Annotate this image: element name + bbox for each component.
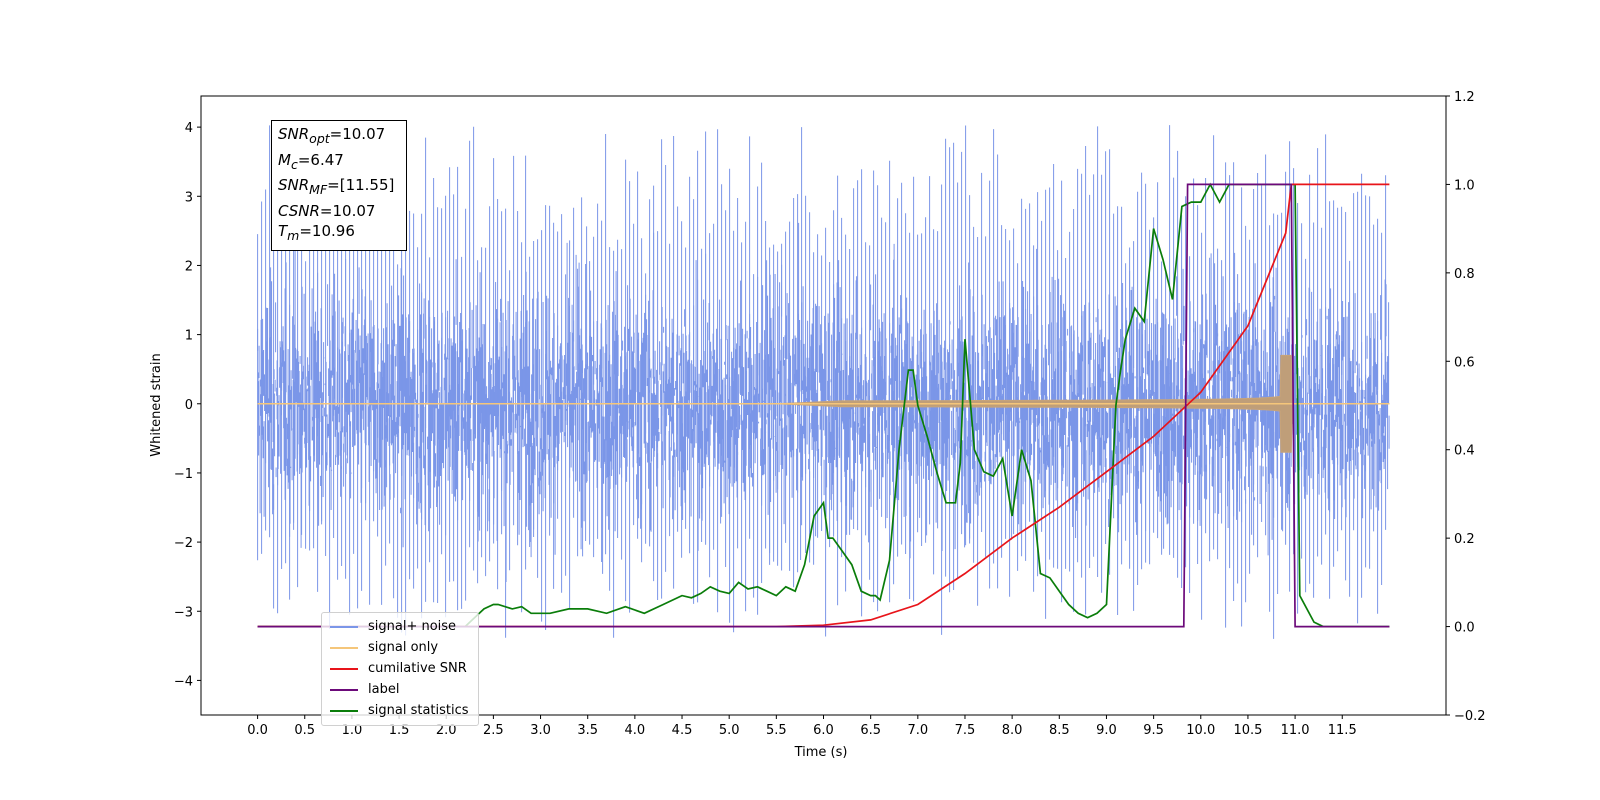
x-tick-label: 4.0 [625,723,646,738]
legend: signal+ noise signal only cumilative SNR… [321,612,479,726]
annotation-line: CSNR=10.07 [278,201,376,220]
x-tick-label: 9.0 [1096,723,1117,738]
cumulative-snr-line [257,183,1390,628]
x-tick-label: 5.5 [766,723,787,738]
legend-item: signal only [326,637,474,658]
annotation-line: SNRMF=[11.55] [278,176,395,197]
y-axis-label: Whitened strain [149,353,164,456]
legend-swatch [330,688,358,691]
signal-statistics-line [257,182,1390,628]
y2-tick-label: 1.0 [1454,178,1475,193]
x-tick-label: 1.0 [342,723,363,738]
x-tick-label: 2.0 [436,723,457,738]
y2-tick-label: 0.2 [1454,532,1475,547]
x-tick-label: 7.5 [955,723,976,738]
label-line [257,183,1390,628]
y2-tick-label: 0.4 [1454,444,1475,459]
annotation-line: Mc=6.47 [278,150,344,172]
x-tick-label: 5.0 [719,723,740,738]
legend-swatch [330,625,358,628]
annotation-line: Tm=10.96 [278,222,355,243]
annotation-box: SNRopt=10.07 Mc=6.47 SNRMF=[11.55] CSNR=… [271,120,407,251]
y-tick-label: −2 [174,536,193,551]
x-tick-label: 10.0 [1186,723,1215,738]
y2-axis-ticks: −0.2 0.0 0.2 0.4 0.6 0.8 1.0 1.2 [1446,90,1486,724]
legend-item: signal+ noise [326,616,474,637]
x-tick-label: 6.5 [860,723,881,738]
x-tick-label: 11.0 [1281,723,1310,738]
y-tick-label: 1 [185,329,193,344]
legend-label: label [368,682,400,697]
signal-noise-series [257,125,1390,639]
y-tick-label: −1 [174,467,193,482]
signal-only-series [257,354,1390,453]
x-tick-label: 0.0 [247,723,268,738]
x-tick-label: 3.5 [577,723,598,738]
legend-label: signal only [368,640,439,655]
y2-tick-label: 0.6 [1454,355,1475,370]
y2-tick-label: 1.2 [1454,90,1475,105]
x-tick-label: 3.0 [530,723,551,738]
y-tick-label: 4 [185,121,193,136]
legend-swatch [330,667,358,670]
signal-noise-spikes [257,125,1387,639]
legend-item: signal statistics [326,700,474,721]
legend-swatch [330,709,358,712]
x-tick-label: 1.5 [389,723,410,738]
legend-item: cumilative SNR [326,658,474,679]
x-tick-label: 7.0 [907,723,928,738]
x-tick-label: 10.5 [1233,723,1262,738]
legend-swatch [330,646,358,649]
legend-label: cumilative SNR [368,661,467,676]
legend-label: signal statistics [368,703,469,718]
x-tick-label: 8.0 [1002,723,1023,738]
x-axis-label: Time (s) [794,745,848,760]
y-tick-label: −4 [174,674,193,689]
x-tick-label: 0.5 [294,723,315,738]
legend-label: signal+ noise [368,619,457,634]
x-tick-label: 4.5 [672,723,693,738]
y-axis-ticks: −4 −3 −2 −1 0 1 2 3 4 [174,121,201,689]
y2-tick-label: −0.2 [1454,709,1486,724]
y-tick-label: 0 [185,398,193,413]
annotation-line: SNRopt=10.07 [278,125,386,146]
x-axis-ticks: 0.0 0.5 1.0 1.5 2.0 2.5 3.0 3.5 4.0 4.5 5.0 5.5 6.0 6… [247,715,1357,738]
x-tick-label: 11.5 [1328,723,1357,738]
x-tick-label: 2.5 [483,723,504,738]
y-tick-label: 3 [185,190,193,205]
y2-tick-label: 0.0 [1454,621,1475,636]
x-tick-label: 6.0 [813,723,834,738]
y-tick-label: −3 [174,605,193,620]
y2-tick-label: 0.8 [1454,267,1475,282]
legend-item: label [326,679,474,700]
x-tick-label: 9.5 [1143,723,1164,738]
x-tick-label: 8.5 [1049,723,1070,738]
y-tick-label: 2 [185,259,193,274]
